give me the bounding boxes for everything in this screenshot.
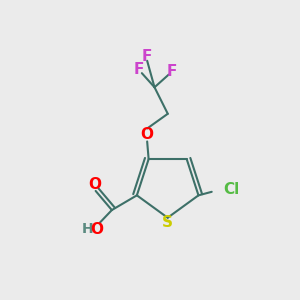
- Text: O: O: [91, 222, 103, 237]
- Text: S: S: [162, 214, 173, 230]
- Text: F: F: [142, 49, 152, 64]
- Text: F: F: [133, 62, 143, 77]
- Text: Cl: Cl: [224, 182, 240, 197]
- Text: O: O: [88, 177, 102, 192]
- Text: H: H: [82, 222, 93, 236]
- Text: F: F: [167, 64, 177, 79]
- Text: O: O: [141, 128, 154, 142]
